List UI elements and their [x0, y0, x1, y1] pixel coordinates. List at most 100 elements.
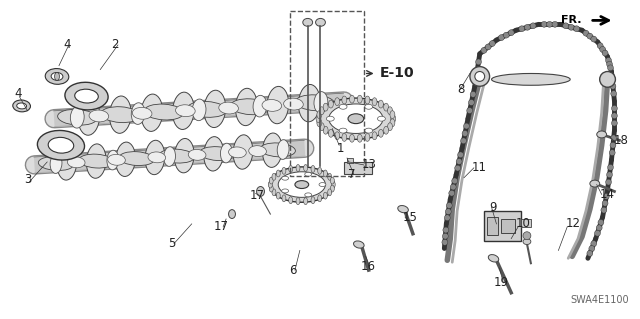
Circle shape — [463, 123, 469, 129]
Circle shape — [458, 152, 463, 158]
Circle shape — [609, 150, 615, 156]
Ellipse shape — [132, 108, 152, 119]
Ellipse shape — [260, 143, 296, 157]
Circle shape — [597, 43, 603, 49]
Ellipse shape — [330, 185, 334, 192]
Ellipse shape — [282, 167, 286, 174]
Circle shape — [470, 67, 490, 86]
Ellipse shape — [296, 165, 300, 171]
Ellipse shape — [228, 147, 246, 158]
Ellipse shape — [277, 140, 289, 160]
Circle shape — [596, 225, 602, 231]
Text: 18: 18 — [614, 134, 628, 147]
Circle shape — [461, 138, 467, 144]
Circle shape — [446, 203, 452, 208]
Ellipse shape — [349, 95, 355, 103]
Ellipse shape — [372, 98, 377, 106]
Ellipse shape — [523, 239, 531, 245]
Ellipse shape — [269, 177, 273, 184]
Ellipse shape — [303, 198, 308, 204]
Ellipse shape — [332, 181, 335, 188]
Ellipse shape — [204, 90, 226, 128]
Circle shape — [610, 142, 616, 148]
Circle shape — [547, 21, 552, 27]
Ellipse shape — [388, 107, 392, 115]
Circle shape — [611, 91, 617, 97]
Ellipse shape — [311, 197, 315, 204]
Ellipse shape — [316, 115, 321, 122]
Text: 7: 7 — [348, 168, 356, 181]
Ellipse shape — [383, 103, 388, 111]
Ellipse shape — [378, 100, 383, 108]
Bar — [521, 219, 531, 227]
Ellipse shape — [295, 181, 308, 189]
Circle shape — [600, 71, 616, 87]
Ellipse shape — [267, 86, 289, 124]
Ellipse shape — [319, 123, 324, 131]
Ellipse shape — [101, 107, 140, 122]
Ellipse shape — [342, 133, 347, 141]
Ellipse shape — [272, 173, 276, 180]
Ellipse shape — [365, 104, 372, 109]
Ellipse shape — [233, 135, 253, 169]
Text: 11: 11 — [472, 161, 487, 174]
Text: FR.: FR. — [561, 15, 582, 26]
Ellipse shape — [38, 157, 74, 171]
Ellipse shape — [282, 189, 289, 193]
Text: 10: 10 — [516, 217, 531, 230]
Ellipse shape — [269, 167, 334, 202]
Circle shape — [481, 48, 487, 53]
Ellipse shape — [328, 100, 333, 108]
Ellipse shape — [391, 115, 396, 122]
Circle shape — [508, 30, 514, 36]
Bar — [347, 158, 353, 163]
Circle shape — [456, 159, 462, 164]
Ellipse shape — [13, 100, 31, 112]
Ellipse shape — [330, 177, 334, 184]
Ellipse shape — [323, 126, 328, 134]
Circle shape — [444, 215, 451, 221]
Circle shape — [568, 24, 574, 30]
Ellipse shape — [276, 170, 280, 177]
Ellipse shape — [289, 197, 292, 204]
Circle shape — [552, 21, 558, 27]
Ellipse shape — [131, 103, 145, 124]
Circle shape — [609, 76, 615, 82]
Ellipse shape — [148, 152, 166, 163]
Circle shape — [503, 32, 509, 38]
Ellipse shape — [383, 126, 388, 134]
Circle shape — [598, 219, 604, 225]
Circle shape — [475, 71, 484, 81]
Ellipse shape — [269, 185, 273, 192]
Ellipse shape — [230, 99, 270, 115]
Ellipse shape — [89, 110, 109, 122]
Text: 3: 3 — [24, 173, 31, 186]
Circle shape — [451, 184, 456, 190]
Text: 12: 12 — [565, 217, 580, 230]
Ellipse shape — [317, 98, 394, 139]
Text: 9: 9 — [490, 201, 497, 214]
Text: 16: 16 — [360, 260, 375, 273]
Ellipse shape — [257, 187, 264, 197]
Ellipse shape — [159, 149, 195, 163]
Circle shape — [602, 50, 608, 56]
Ellipse shape — [289, 166, 292, 172]
Ellipse shape — [192, 99, 206, 121]
Ellipse shape — [296, 198, 300, 204]
Circle shape — [607, 61, 612, 67]
Ellipse shape — [282, 195, 286, 202]
Text: 19: 19 — [494, 276, 509, 289]
Ellipse shape — [45, 69, 69, 84]
Bar — [290, 11, 364, 176]
Ellipse shape — [17, 103, 26, 109]
Text: E-10: E-10 — [380, 66, 414, 80]
Ellipse shape — [282, 176, 289, 180]
Circle shape — [587, 250, 593, 256]
Circle shape — [530, 23, 536, 29]
Ellipse shape — [365, 133, 370, 141]
Ellipse shape — [116, 142, 136, 176]
Text: 17: 17 — [250, 189, 265, 202]
Text: 5: 5 — [168, 237, 176, 250]
Ellipse shape — [357, 95, 362, 103]
Text: 4: 4 — [63, 39, 70, 51]
